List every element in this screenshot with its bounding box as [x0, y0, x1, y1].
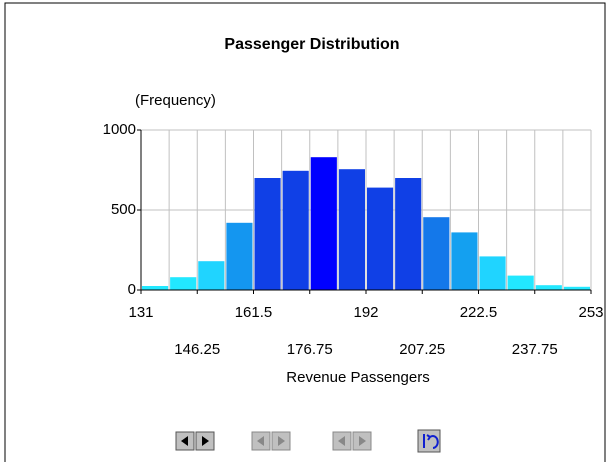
x-tick-label: 192 — [353, 304, 378, 321]
y-axis-label: (Frequency) — [135, 92, 216, 109]
button-group[interactable] — [332, 431, 372, 451]
bar — [507, 275, 534, 290]
bar — [451, 232, 478, 290]
bar — [254, 178, 281, 290]
nav-buttons — [175, 429, 441, 453]
y-tick-label: 500 — [111, 201, 136, 218]
reset-icon — [423, 434, 439, 449]
x-tick-label: 131 — [128, 304, 153, 321]
bar — [395, 178, 422, 290]
x-tick-label: 161.5 — [235, 304, 273, 321]
x-tick-label: 207.25 — [399, 341, 445, 358]
y-tick-label: 0 — [128, 281, 136, 298]
bar — [423, 217, 450, 290]
y-tick-label: 1000 — [103, 121, 136, 138]
bar — [338, 169, 365, 290]
bar — [226, 222, 253, 290]
arrow-right — [278, 436, 285, 446]
button-group[interactable] — [251, 431, 291, 451]
bar — [170, 277, 197, 290]
x-tick-label: 176.75 — [287, 341, 333, 358]
x-tick-label: 253 — [578, 304, 603, 321]
x-axis-label: Revenue Passengers — [286, 369, 429, 386]
arrow-right — [359, 436, 366, 446]
bar — [282, 170, 309, 290]
x-tick-label: 237.75 — [512, 341, 558, 358]
bar — [310, 157, 337, 290]
bar — [198, 261, 225, 290]
bar — [367, 187, 394, 290]
arrow-left — [257, 436, 264, 446]
bar — [563, 286, 590, 290]
x-tick-label: 146.25 — [174, 341, 220, 358]
bar — [479, 256, 506, 290]
chart-title: Passenger Distribution — [224, 36, 399, 53]
button-group[interactable] — [175, 431, 215, 451]
arrow-left — [181, 436, 188, 446]
bar — [535, 285, 562, 290]
bar — [142, 286, 169, 290]
x-tick-label: 222.5 — [460, 304, 498, 321]
arrow-right — [202, 436, 209, 446]
arrow-left — [338, 436, 345, 446]
